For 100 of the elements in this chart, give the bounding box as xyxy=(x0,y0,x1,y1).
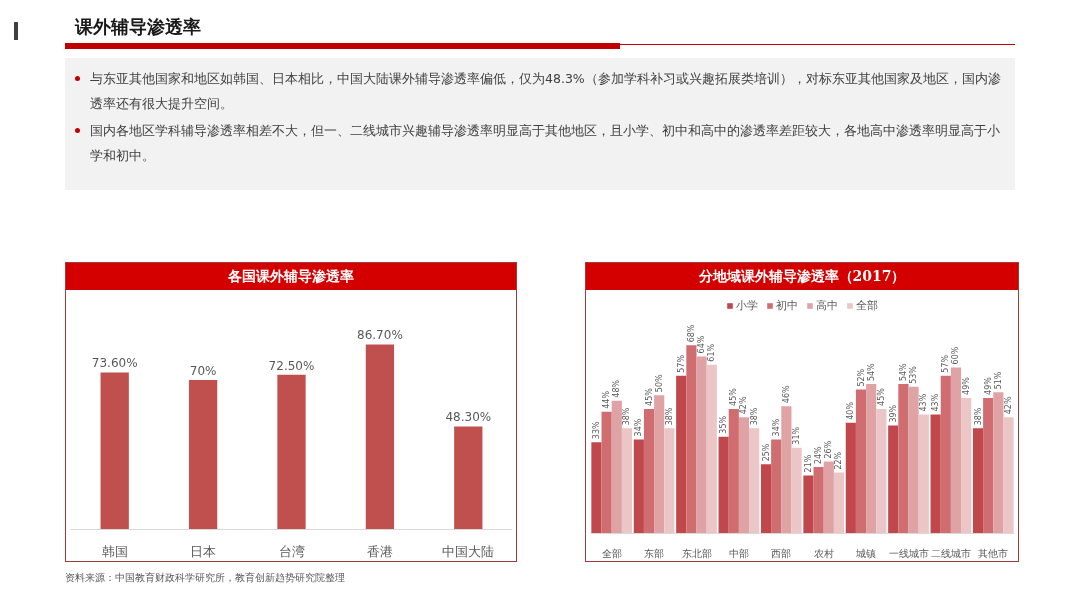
bar xyxy=(696,356,707,534)
bar xyxy=(100,372,129,530)
data-label: 43% xyxy=(919,393,929,412)
x-tick-label: 日本 xyxy=(190,543,217,559)
data-label: 22% xyxy=(834,451,844,470)
bar xyxy=(365,344,395,530)
data-label: 38% xyxy=(622,407,632,426)
bar xyxy=(686,345,697,534)
data-label: 45% xyxy=(644,387,654,406)
bar xyxy=(961,397,972,534)
chart-title: 分地域课外辅导渗透率（2017） xyxy=(586,263,1018,290)
bar xyxy=(813,467,824,534)
x-tick-label: 台湾 xyxy=(278,543,305,559)
x-tick-label: 其他市 xyxy=(978,547,1009,559)
bar xyxy=(855,389,867,534)
bar xyxy=(845,422,856,534)
data-label: 38% xyxy=(664,407,674,426)
data-label: 46% xyxy=(781,385,791,404)
bar xyxy=(454,426,483,530)
bar xyxy=(781,406,792,534)
data-label: 57% xyxy=(676,354,686,373)
data-label: 52% xyxy=(856,368,866,387)
data-label: 70% xyxy=(189,364,217,379)
data-label: 45% xyxy=(729,387,739,406)
bar xyxy=(760,464,772,534)
data-label: 53% xyxy=(909,365,919,384)
bar xyxy=(791,447,802,534)
text: 国内各地区学科辅导渗透率相差不大，但一、二线城市兴趣辅导渗透率明显高于其他地区，且小学、初中和高中的渗透率差距较大，各地高中渗透率明显高于小学和初中。 xyxy=(90,122,1001,165)
bar xyxy=(930,414,941,534)
data-label: 57% xyxy=(941,354,951,373)
bar xyxy=(277,374,306,530)
bar xyxy=(823,461,834,534)
legend-label: 小学 xyxy=(736,298,758,313)
bar xyxy=(876,408,887,534)
data-label: 42% xyxy=(1004,396,1014,415)
data-label: 72.50% xyxy=(268,358,315,373)
data-label: 34% xyxy=(634,418,644,437)
bar xyxy=(591,442,602,534)
bar xyxy=(1003,417,1014,534)
data-label: 24% xyxy=(814,445,824,465)
bar xyxy=(611,400,622,534)
x-tick-label: 城镇 xyxy=(855,547,877,559)
bar xyxy=(972,428,984,534)
data-label: 21% xyxy=(803,454,813,473)
bar xyxy=(983,397,994,534)
data-label: 54% xyxy=(866,362,876,382)
bar xyxy=(749,428,760,534)
bar xyxy=(601,411,612,534)
x-tick-label: 西部 xyxy=(771,547,792,559)
bar xyxy=(664,428,675,534)
bar xyxy=(188,380,218,530)
x-tick-label: 全部 xyxy=(601,547,622,559)
bar xyxy=(908,386,919,534)
data-label: 39% xyxy=(888,404,898,423)
bar xyxy=(738,417,750,534)
bar xyxy=(898,384,909,534)
bar xyxy=(866,384,877,534)
data-label: 61% xyxy=(707,343,717,362)
bar xyxy=(706,364,717,534)
data-label: 60% xyxy=(951,346,961,365)
data-label: 44% xyxy=(602,390,612,409)
text: 课外辅导渗透率 xyxy=(75,15,201,39)
bar xyxy=(833,472,845,534)
data-label: 49% xyxy=(983,376,993,395)
bar xyxy=(993,392,1004,534)
data-label: 48.30% xyxy=(445,410,492,425)
x-tick-label: 香港 xyxy=(366,543,393,559)
bar xyxy=(728,408,739,534)
legend-label: 高中 xyxy=(816,298,838,313)
data-label: 34% xyxy=(771,418,781,437)
data-label: 42% xyxy=(739,396,749,415)
text: 与东亚其他国家和地区如韩国、日本相比，中国大陆课外辅导渗透率偏低，仅为48.3%（参加学科补习或兴趣拓展类培训），对标东亚其他国家及地区，国内渗透率还有很大提升空间。 xyxy=(90,70,1002,113)
bar xyxy=(803,475,814,534)
legend-label: 全部 xyxy=(856,298,878,313)
bar xyxy=(888,425,899,534)
data-label: 86.70% xyxy=(357,328,403,343)
data-label: 73.60% xyxy=(91,356,138,371)
x-tick-label: 中国大陆 xyxy=(442,543,495,559)
bar xyxy=(940,375,951,534)
data-label: 64% xyxy=(697,335,707,354)
data-label: 33% xyxy=(591,420,601,440)
data-label: 48% xyxy=(612,379,622,398)
data-label: 51% xyxy=(993,371,1003,390)
data-label: 45% xyxy=(876,387,886,406)
chart-title: 各国课外辅导渗透率 xyxy=(66,263,516,290)
data-label: 25% xyxy=(761,443,771,462)
data-label: 38% xyxy=(973,407,983,426)
bar xyxy=(950,367,962,534)
data-label: 31% xyxy=(792,426,802,445)
data-label: 35% xyxy=(719,415,729,434)
data-label: 68% xyxy=(686,324,696,343)
x-tick-label: 东北部 xyxy=(681,547,712,559)
bar xyxy=(676,375,687,534)
bar xyxy=(718,436,729,534)
bar xyxy=(654,395,665,534)
data-label: 54% xyxy=(898,362,908,382)
legend-label: 初中 xyxy=(776,298,798,313)
x-tick-label: 一线城市 xyxy=(888,547,929,559)
bar xyxy=(918,414,929,534)
data-label: 40% xyxy=(846,401,856,420)
